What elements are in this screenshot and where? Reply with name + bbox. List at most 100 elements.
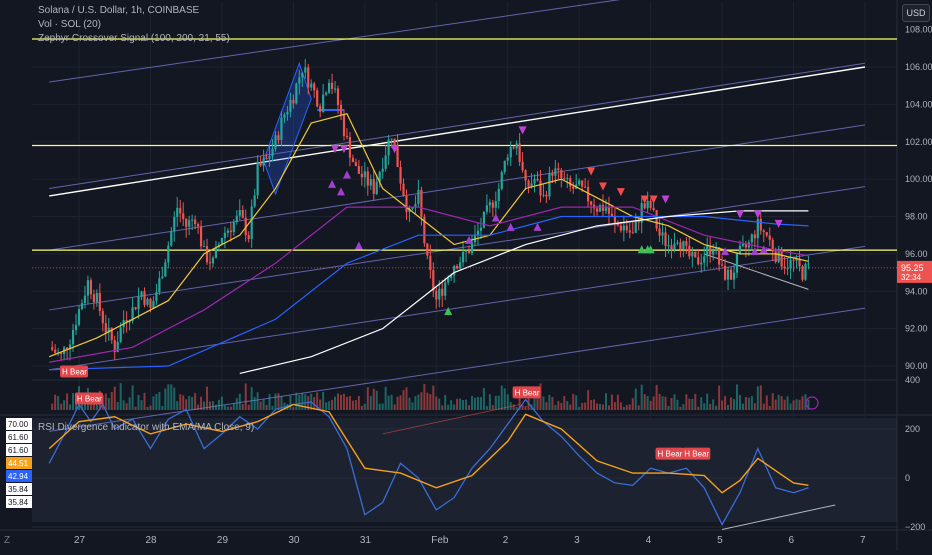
candle-body (402, 183, 405, 196)
volume-bar (795, 399, 798, 410)
volume-bar (596, 403, 599, 410)
candle-body (801, 266, 804, 280)
timezone-icon[interactable]: Z (4, 535, 11, 546)
candle-body (384, 155, 387, 169)
volume-bar (182, 395, 185, 410)
candle-body (706, 245, 709, 257)
candle-body (667, 245, 670, 247)
candle-body (506, 157, 509, 161)
volume-bar (414, 396, 417, 410)
candle-body (345, 135, 349, 138)
volume-bar (738, 395, 741, 410)
osc-tick-label: 400 (905, 375, 920, 385)
volume-bar (54, 394, 57, 410)
candle-body (479, 227, 483, 231)
volume-bar (200, 396, 203, 410)
candle-body (613, 216, 617, 223)
volume-bar (146, 406, 149, 410)
volume-bar (250, 387, 253, 410)
candle-body (92, 294, 95, 302)
volume-bar (277, 393, 280, 410)
candle-body (167, 245, 170, 263)
candle-body (744, 243, 748, 248)
candle-body (423, 216, 426, 244)
volume-bar (363, 403, 366, 410)
candle-body (444, 282, 447, 296)
candle-body (631, 232, 634, 234)
volume-bar (122, 400, 125, 410)
candle-body (98, 292, 101, 311)
candle-body (378, 171, 381, 182)
volume-bar (682, 404, 685, 410)
candle-body (539, 180, 542, 196)
candle-body (685, 241, 688, 246)
candle-body (584, 186, 587, 188)
volume-bar (798, 399, 801, 410)
volume-bar (176, 401, 179, 410)
volume-bar (167, 384, 170, 410)
signal-down-marker (331, 145, 340, 154)
candle-body (709, 245, 712, 255)
median-trend-line (49, 66, 866, 197)
volume-bar (164, 388, 167, 410)
price-tick-label: 96.00 (905, 249, 928, 259)
divergence-label: H Bear (658, 450, 683, 459)
candle-body (372, 179, 375, 195)
candle-body (735, 253, 739, 273)
candle-body (804, 263, 807, 280)
candle-body (152, 300, 155, 308)
volume-bar (214, 404, 217, 410)
volume-bar (131, 385, 134, 410)
channel-line (49, 62, 866, 189)
price-tick-label: 98.00 (905, 212, 928, 222)
volume-bar (280, 396, 283, 410)
candle-body (569, 178, 572, 187)
time-tick-label: 2 (503, 535, 509, 546)
candle-body (354, 162, 357, 166)
volume-bar (253, 397, 256, 410)
volume-bar (51, 403, 54, 410)
volume-bar (604, 393, 607, 410)
volume-bar (628, 404, 631, 410)
volume-bar (226, 406, 229, 410)
currency-button[interactable]: USD (902, 4, 930, 22)
candle-body (595, 208, 599, 212)
volume-bar (423, 384, 426, 410)
volume-bar (602, 404, 604, 410)
channel-line (49, 186, 866, 311)
osc-tick-label: 200 (905, 424, 920, 434)
volume-bar (750, 396, 753, 410)
candle-body (637, 220, 640, 223)
volume-bar (670, 398, 673, 410)
candle-body (298, 77, 301, 84)
volume-bar (432, 385, 435, 410)
osc-value-badge (6, 457, 32, 469)
volume-bar (60, 403, 63, 410)
candle-body (518, 143, 521, 162)
volume-bar (494, 395, 497, 410)
candle-body (762, 230, 765, 233)
price-tick-label: 104.00 (905, 99, 932, 109)
volume-bar (712, 399, 715, 410)
candle-body (325, 92, 328, 95)
candle-body (619, 225, 622, 231)
volume-bar (664, 396, 667, 410)
candle-body (625, 225, 628, 231)
volume-bar (545, 402, 548, 410)
candle-body (688, 245, 691, 257)
candle-body (658, 228, 661, 236)
volume-bar (366, 387, 369, 410)
oscillator-pane (32, 418, 897, 522)
countdown-label: 32:34 (901, 273, 922, 282)
divergence-label: H Bear (684, 450, 709, 459)
volume-bar (241, 404, 244, 410)
candle-body (131, 307, 134, 322)
volume-bar (706, 393, 709, 410)
channel-line (49, 0, 621, 83)
volume-bar (756, 386, 759, 410)
candle-body (485, 205, 488, 212)
volume-bar (104, 393, 107, 410)
volume-bar (304, 394, 307, 410)
